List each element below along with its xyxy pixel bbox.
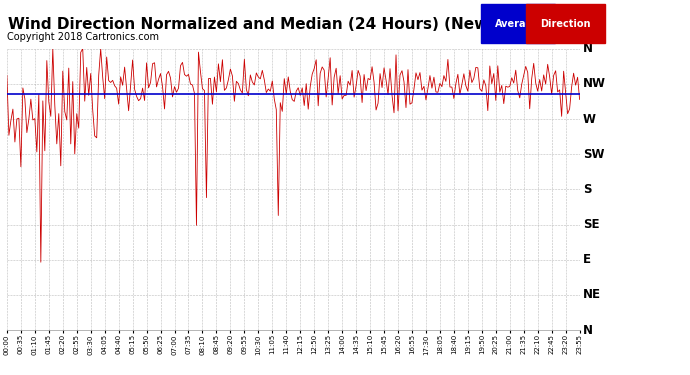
Text: NE: NE — [583, 288, 601, 302]
Text: W: W — [583, 112, 596, 126]
Text: Wind Direction Normalized and Median (24 Hours) (New) 20180406: Wind Direction Normalized and Median (24… — [8, 17, 585, 32]
Text: E: E — [583, 253, 591, 266]
Text: NW: NW — [583, 77, 606, 90]
Text: N: N — [583, 324, 593, 336]
Text: SE: SE — [583, 218, 600, 231]
Text: N: N — [583, 42, 593, 55]
Text: Average: Average — [495, 19, 540, 28]
Text: S: S — [583, 183, 591, 196]
Text: Copyright 2018 Cartronics.com: Copyright 2018 Cartronics.com — [7, 32, 159, 42]
Text: SW: SW — [583, 148, 604, 161]
Text: Direction: Direction — [540, 19, 591, 28]
